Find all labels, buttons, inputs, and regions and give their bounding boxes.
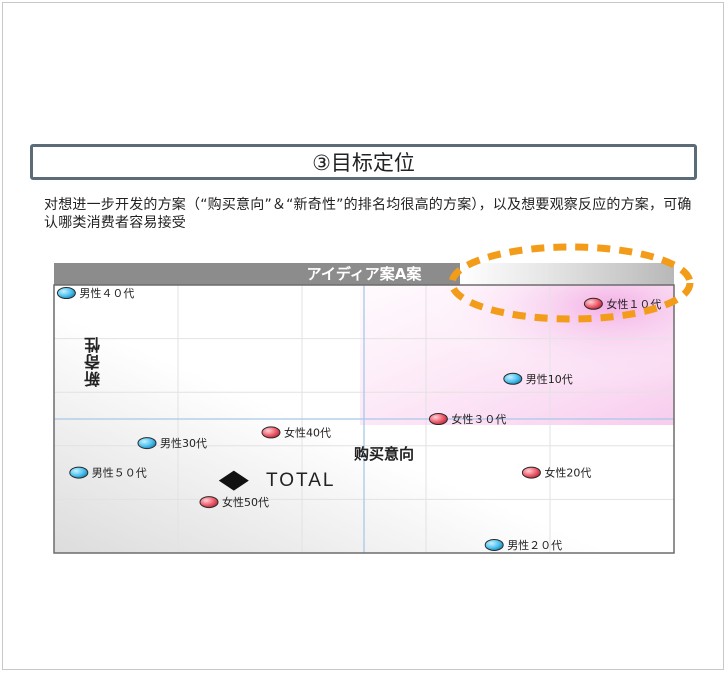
page-title-text: ③目标定位 <box>312 151 415 175</box>
scatter-point <box>137 437 157 450</box>
scatter-point <box>521 466 541 479</box>
focus-highlight-ellipse <box>448 243 694 323</box>
chart-header-fade <box>460 263 674 285</box>
scatter-point <box>56 287 76 300</box>
point-label: 女性50代 <box>222 495 269 509</box>
scatter-point <box>199 496 219 509</box>
point-label: 女性３０代 <box>451 412 506 426</box>
scatter-point <box>503 372 523 385</box>
chart-title: アイディア案A案 <box>306 265 422 283</box>
y-axis-label: 新奇性 <box>84 336 103 387</box>
total-diamond <box>218 470 249 491</box>
description-text: 对想进一步开发的方案（“购买意向”＆“新奇性”的排名均很高的方案），以及想要观察… <box>44 197 692 231</box>
scatter-point <box>261 426 281 439</box>
point-label: 男性２０代 <box>507 538 562 552</box>
scatter-point <box>69 466 89 479</box>
page-title: ③目标定位 <box>30 144 697 180</box>
total-marker <box>218 470 249 491</box>
scatter-point <box>428 413 448 425</box>
point-label: 男性４０代 <box>79 286 134 300</box>
x-axis-label: 购买意向 <box>354 445 415 463</box>
total-label: TOTAL <box>266 470 336 491</box>
quadrant-glow <box>360 285 674 425</box>
point-label: 女性20代 <box>544 466 591 480</box>
scatter-point <box>583 297 603 310</box>
point-label: 女性40代 <box>284 425 331 439</box>
plot-border <box>53 284 675 554</box>
scatter-point <box>484 538 504 551</box>
point-label: 男性10代 <box>526 372 573 386</box>
point-label: 男性５０代 <box>92 466 147 480</box>
point-label: 男性30代 <box>160 436 207 450</box>
